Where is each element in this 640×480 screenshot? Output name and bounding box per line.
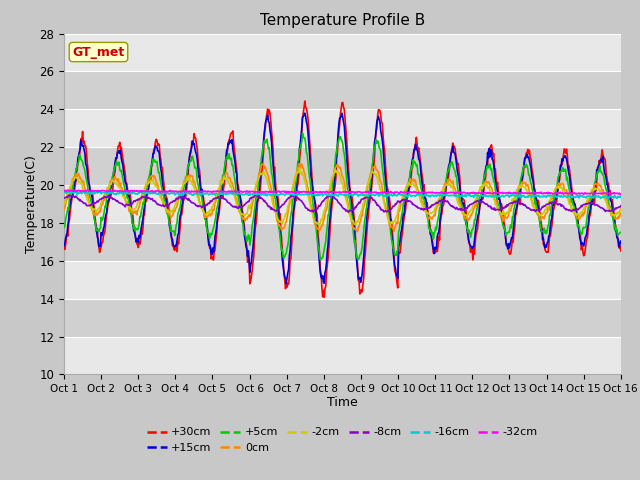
Legend: +30cm, +15cm, +5cm, 0cm, -2cm, -8cm, -16cm, -32cm: +30cm, +15cm, +5cm, 0cm, -2cm, -8cm, -16… bbox=[142, 423, 543, 457]
Bar bbox=[64, 34, 621, 72]
Bar bbox=[64, 109, 621, 147]
X-axis label: Time: Time bbox=[327, 396, 358, 408]
Bar bbox=[64, 299, 621, 336]
Bar bbox=[64, 147, 621, 185]
Y-axis label: Temperature(C): Temperature(C) bbox=[25, 155, 38, 253]
Bar bbox=[64, 72, 621, 109]
Bar bbox=[64, 223, 621, 261]
Title: Temperature Profile B: Temperature Profile B bbox=[260, 13, 425, 28]
Bar bbox=[64, 185, 621, 223]
Bar bbox=[64, 336, 621, 374]
Bar bbox=[64, 261, 621, 299]
Text: GT_met: GT_met bbox=[72, 46, 125, 59]
